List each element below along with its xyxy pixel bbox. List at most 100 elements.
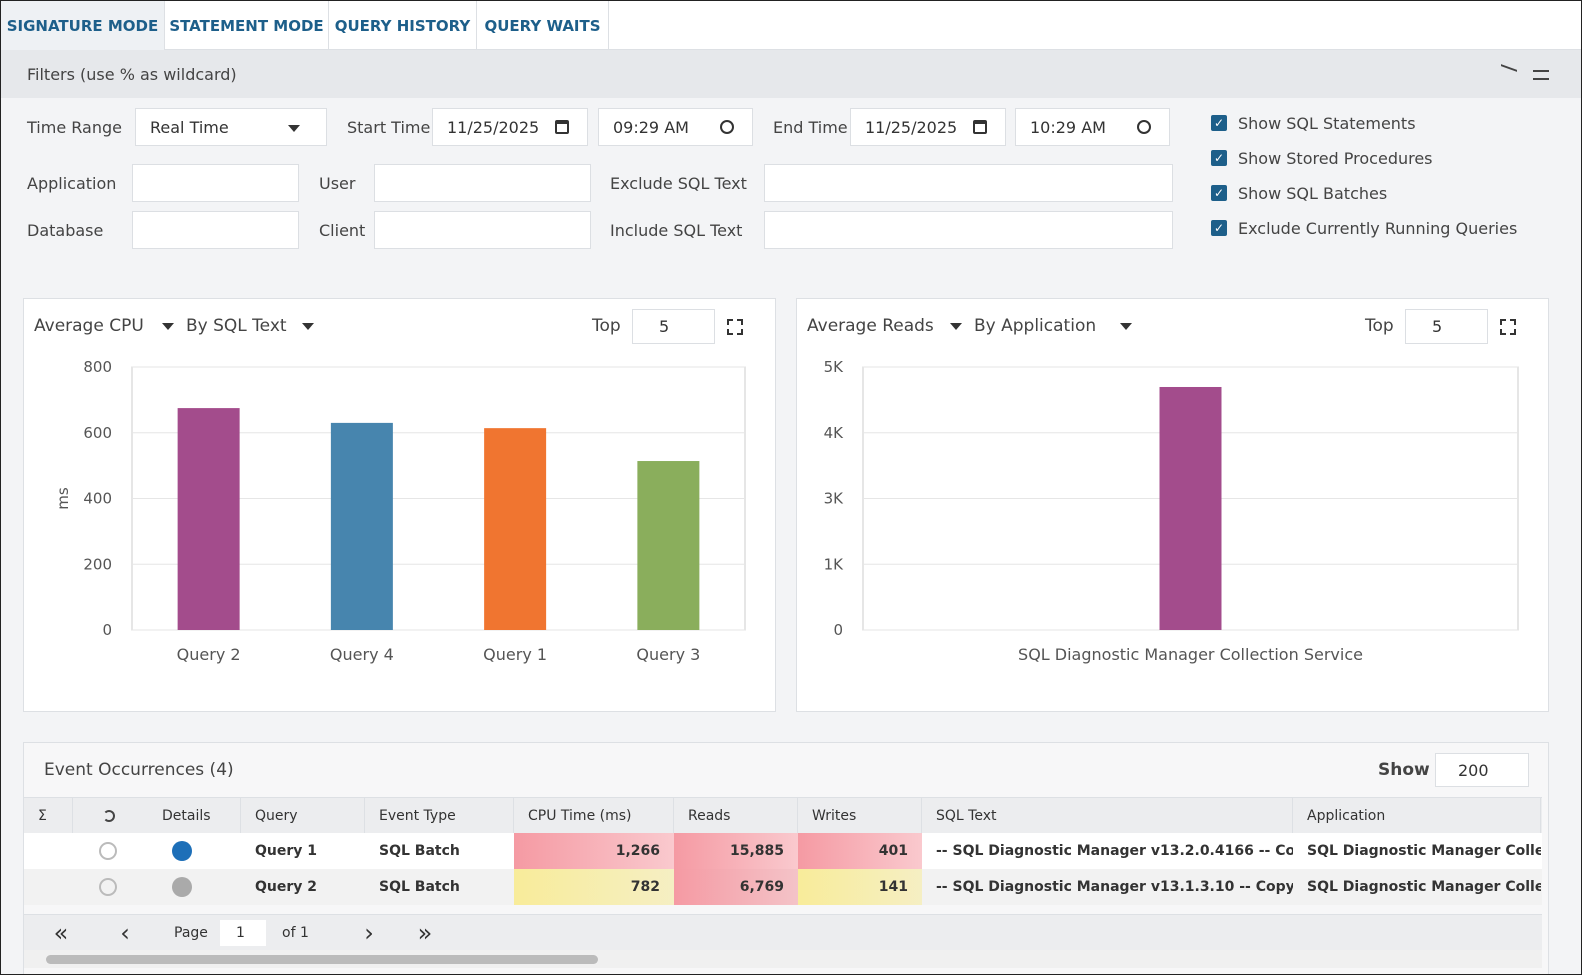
column-header[interactable]: Reads (674, 798, 798, 834)
top-input[interactable]: 5 (632, 309, 715, 344)
dropdown[interactable]: Average Reads (807, 311, 964, 341)
checkbox[interactable]: ✓ (1211, 220, 1227, 236)
input-field[interactable]: Real Time (135, 108, 327, 146)
dropdown-arrow (162, 323, 174, 330)
bar[interactable] (1159, 386, 1222, 630)
x-tick-label: Query 4 (330, 645, 394, 664)
field-label: Exclude SQL Text (610, 173, 747, 193)
bar[interactable] (330, 422, 393, 630)
column-header[interactable]: SQL Text (922, 798, 1293, 834)
show-label: Show (1378, 760, 1430, 780)
table-cell: 401 (798, 833, 922, 869)
table-cell: SQL Diagnostic Manager Collectic (1307, 879, 1541, 895)
input-field[interactable] (374, 211, 591, 249)
dropdown-arrow (302, 323, 314, 330)
dropdown-arrow (288, 125, 300, 132)
checkbox[interactable]: ✓ (1211, 185, 1227, 201)
y-tick-label: 4K (824, 424, 845, 442)
page-input[interactable]: 1 (220, 920, 266, 946)
table-cell: 141 (798, 869, 922, 905)
table-cell: 6,769 (674, 869, 798, 905)
globe-icon[interactable] (172, 841, 192, 861)
table-cell: -- SQL Diagnostic Manager v13.1.3.10 -- … (936, 879, 1293, 895)
tab[interactable]: SIGNATURE MODE (1, 1, 165, 50)
table-cell: 1,266 (514, 833, 674, 869)
input-field[interactable] (374, 164, 591, 202)
x-tick-label: Query 2 (177, 645, 241, 664)
history-icon[interactable] (99, 842, 117, 860)
table-cell: SQL Diagnostic Manager Collectic (1307, 843, 1541, 859)
scroll-thumb[interactable] (46, 955, 598, 964)
last-page[interactable]: » (417, 919, 433, 947)
chart: 0 200 400 600 800 ms Query 2 Query 4 Query 1 Quer… (54, 358, 746, 664)
next-page[interactable]: › (364, 919, 374, 947)
input-field[interactable]: 09:29 AM (598, 108, 753, 146)
input-field[interactable] (764, 211, 1173, 249)
column-header[interactable]: Writes (798, 798, 922, 834)
refresh-icon[interactable] (103, 810, 115, 822)
column-header[interactable]: Σ (24, 798, 73, 834)
bar[interactable] (177, 408, 240, 630)
filter-title: Filters (use % as wildcard) (27, 64, 237, 84)
dropdown-arrow (1120, 323, 1132, 330)
x-tick-label: Query 3 (636, 645, 700, 664)
field-label: Client (319, 220, 366, 240)
checkbox-label: Show SQL Batches (1238, 183, 1388, 203)
y-tick-label: 5K (824, 358, 845, 376)
expand-icon[interactable] (727, 319, 743, 335)
dropdown[interactable]: By Application (974, 311, 1134, 341)
bar[interactable] (637, 461, 700, 630)
input-field[interactable] (132, 164, 299, 202)
x-tick-label: SQL Diagnostic Manager Collection Servic… (1018, 645, 1363, 664)
checkbox[interactable]: ✓ (1211, 115, 1227, 131)
input-field[interactable] (132, 211, 299, 249)
field-label: Time Range (27, 117, 122, 137)
table-cell: Query 2 (255, 879, 318, 895)
table-panel: Event Occurrences (4) Show 200 Σ Details Quer… (23, 742, 1549, 974)
tab[interactable]: QUERY HISTORY (329, 1, 477, 50)
input-field[interactable] (764, 164, 1173, 202)
column-header[interactable]: Event Type (365, 798, 514, 834)
input-field[interactable]: 11/25/2025 (432, 108, 588, 146)
column-header[interactable]: Query (241, 798, 365, 834)
clear-filter-icon[interactable] (1501, 64, 1517, 84)
expand-icon[interactable] (1500, 319, 1516, 335)
bar[interactable] (484, 428, 547, 630)
dropdown[interactable]: Average CPU (34, 311, 176, 341)
table-header: Σ Details Query Event Type CPU Time (ms) Read… (24, 797, 1542, 834)
checkbox-label: Show Stored Procedures (1238, 148, 1433, 168)
column-header[interactable]: Details (148, 798, 241, 834)
page-count: of 1 (282, 925, 309, 941)
first-page[interactable]: « (53, 919, 69, 947)
y-tick-label: 600 (83, 424, 112, 442)
y-tick-label: 3K (824, 490, 845, 508)
input-field[interactable]: 11/25/2025 (850, 108, 1006, 146)
globe-icon[interactable] (172, 877, 192, 897)
checkbox-label: Exclude Currently Running Queries (1238, 218, 1518, 238)
history-icon[interactable] (99, 878, 117, 896)
chart: 0 1K 3K 4K 5K SQL Diagnostic Manager Collecti… (824, 358, 1519, 664)
prev-page[interactable]: ‹ (120, 919, 130, 947)
clock-icon (1137, 120, 1151, 134)
dropdown[interactable]: By SQL Text (186, 311, 316, 341)
input-field[interactable]: 10:29 AM (1015, 108, 1170, 146)
field-label: User (319, 173, 356, 193)
y-tick-label: 800 (83, 358, 112, 376)
calendar-icon (973, 120, 987, 134)
table-cell: 782 (514, 869, 674, 905)
y-tick-label: 1K (824, 555, 845, 573)
top-input[interactable]: 5 (1405, 309, 1488, 344)
chart-panel: Average CPU By SQL Text Top 5 0 200 400 600 800 m… (23, 298, 776, 712)
column-header[interactable]: CPU Time (ms) (514, 798, 674, 834)
checkbox[interactable]: ✓ (1211, 150, 1227, 166)
column-header[interactable]: Application (1293, 798, 1541, 834)
y-tick-label: 200 (83, 555, 112, 573)
show-input[interactable]: 200 (1435, 753, 1529, 787)
collapse-icon[interactable] (1533, 70, 1549, 80)
y-tick-label: 0 (833, 621, 843, 639)
tab[interactable]: QUERY WAITS (477, 1, 609, 50)
table-row[interactable]: Query 1 SQL Batch 1,266 15,885 401 -- SQL Dia… (24, 833, 1542, 869)
tab[interactable]: STATEMENT MODE (165, 1, 329, 50)
table-title: Event Occurrences (4) (44, 760, 234, 780)
table-row[interactable]: Query 2 SQL Batch 782 6,769 141 -- SQL Diagno… (24, 869, 1542, 905)
